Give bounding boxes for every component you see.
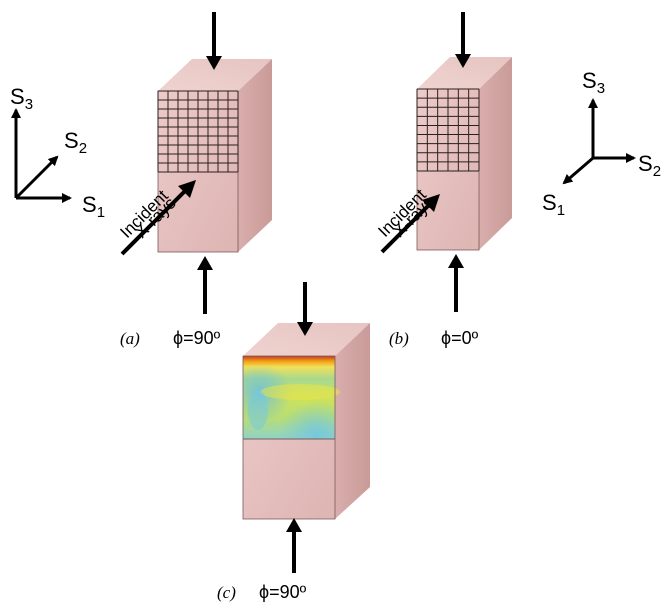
block-a-side bbox=[238, 59, 272, 252]
panel-b-letter: (b) bbox=[389, 329, 409, 348]
block-c bbox=[242, 323, 370, 520]
block-a bbox=[157, 59, 272, 253]
block-c-stress-map bbox=[243, 356, 340, 439]
axis-right-s1-label: S1 bbox=[542, 190, 565, 219]
panel-c-angle: ϕ=90º bbox=[259, 582, 307, 602]
axis-left-s2-label: S2 bbox=[64, 128, 87, 157]
axes-left bbox=[11, 108, 72, 203]
axis-right-s2-label: S2 bbox=[638, 151, 661, 180]
axes-right bbox=[562, 98, 636, 185]
block-b-measurement-grid bbox=[416, 88, 480, 172]
block-c-side bbox=[335, 323, 370, 519]
panel-b-angle: ϕ=0º bbox=[441, 328, 479, 348]
panel-c-letter: (c) bbox=[217, 583, 236, 602]
load-arrows bbox=[197, 12, 471, 573]
block-a-top bbox=[158, 59, 272, 91]
block-b-side bbox=[479, 57, 512, 250]
block-c-top bbox=[243, 323, 370, 356]
panel-a-letter: (a) bbox=[120, 329, 140, 348]
axis-right-s3-label: S3 bbox=[582, 68, 605, 97]
block-c-outline bbox=[242, 355, 336, 520]
block-b bbox=[416, 57, 512, 251]
axis-left-s1-label: S1 bbox=[82, 192, 105, 221]
axis-left-s3-label: S3 bbox=[10, 84, 33, 113]
block-b-top bbox=[417, 57, 512, 89]
panel-a-angle: ϕ=90º bbox=[173, 328, 221, 348]
block-a-measurement-grid bbox=[157, 90, 239, 173]
